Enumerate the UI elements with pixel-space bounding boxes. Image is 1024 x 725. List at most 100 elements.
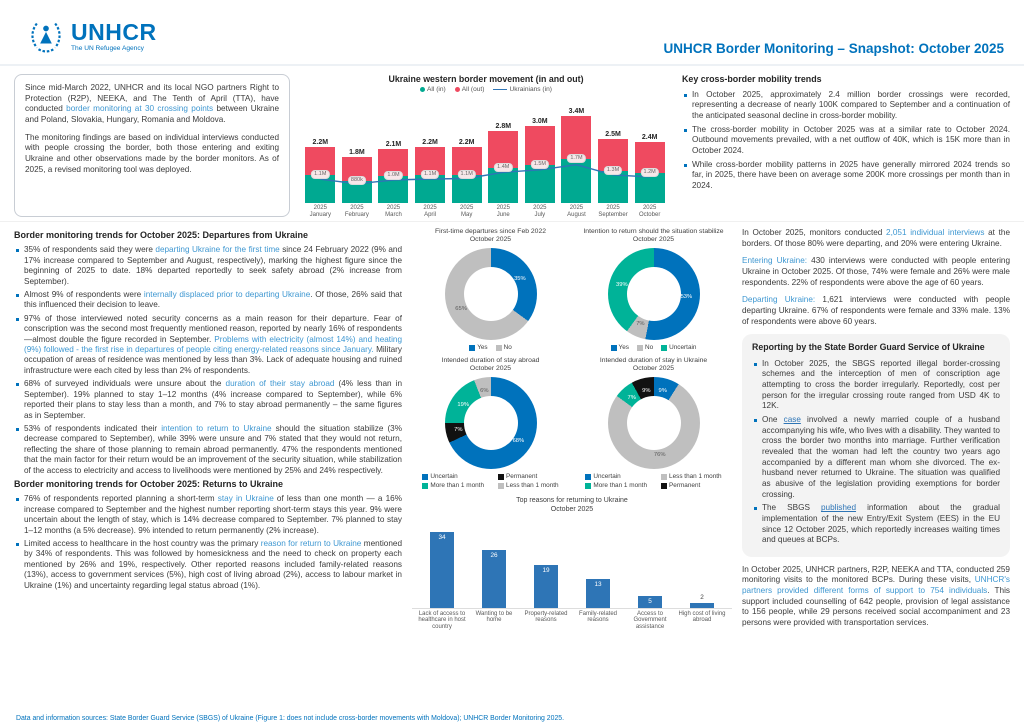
- inline-link[interactable]: duration of their stay abroad: [225, 379, 335, 389]
- slice-value-label: 76%: [653, 452, 666, 459]
- inline-link[interactable]: reason for return to Ukraine: [260, 539, 362, 548]
- total-value-label: 3.0M: [532, 118, 548, 126]
- legend-swatch-icon: [422, 473, 429, 480]
- stacked-bar: 1.5M: [524, 126, 555, 203]
- interviews-paragraph: Departing Ukraine: 1,621 interviews were…: [742, 295, 1010, 327]
- chart-column: 2.2M 1.1M 2025 April: [412, 95, 449, 221]
- stacked-bar: 1.0M: [378, 149, 409, 203]
- total-value-label: 2.5M: [605, 131, 621, 139]
- inline-link[interactable]: intention to return to Ukraine: [161, 423, 272, 433]
- bar-value-label: 2: [700, 594, 704, 602]
- bar-in-segment: [341, 180, 372, 203]
- inline-link[interactable]: border monitoring at 30 crossing points: [66, 104, 214, 114]
- x-axis-label: 2025 October: [638, 205, 661, 218]
- legend-swatch-icon: [661, 482, 668, 489]
- text-run: Limited access to healthcare in the host…: [24, 539, 261, 548]
- bar-in-segment: [488, 167, 519, 203]
- chart-legend: Uncertain Permanent More than 1 month Less …: [422, 473, 559, 489]
- legend-item: More than 1 month: [585, 482, 647, 489]
- text-run: (4% less than in September). 19% planned…: [24, 379, 402, 420]
- intro-box: Since mid-March 2022, UNHCR and its loca…: [14, 74, 290, 217]
- donut-ring: 53% 7% 39%: [607, 248, 700, 340]
- legend-label: Less than 1 month: [506, 482, 559, 489]
- inline-link[interactable]: 2,051 individual interviews: [886, 228, 985, 237]
- x-axis-label: 2025 February: [344, 205, 369, 218]
- slice-value-label: 9%: [658, 388, 667, 395]
- inline-link[interactable]: stay in Ukraine: [217, 494, 274, 504]
- legend-label: More than 1 month: [593, 482, 648, 489]
- slice-value-label: 19%: [457, 401, 469, 408]
- donut-chart: Intended duration of stay in Ukraine Octo…: [575, 357, 732, 489]
- text-run: The cross-border mobility in October 202…: [692, 124, 1010, 155]
- logo-text: UNHCR The UN Refugee Agency: [71, 18, 157, 52]
- unhcr-logo: UNHCR The UN Refugee Agency: [26, 16, 157, 56]
- text-run: of less than one month — a 16% increase …: [24, 494, 402, 535]
- logo-tagline: The UN Refugee Agency: [71, 44, 144, 52]
- bullet-item: While cross-border mobility patterns in …: [682, 160, 1010, 192]
- bar-out-segment: [561, 116, 592, 160]
- in-value-label: 1.3M: [603, 165, 623, 175]
- text-run: involved a newly married couple of a hus…: [762, 414, 1000, 499]
- chart-title-line: Top reasons for returning to Ukraine: [516, 497, 628, 504]
- chart-column: 13: [572, 578, 624, 608]
- bar-in-segment: [561, 159, 592, 203]
- text-run: 1,621 interviews were conducted with peo…: [742, 295, 1010, 326]
- bullet-item: 53% of respondents indicated their inten…: [14, 424, 402, 476]
- bullet-item: 76% of respondents reported planning a s…: [14, 494, 402, 536]
- legend-label: Yes: [618, 344, 629, 351]
- page-title: UNHCR Border Monitoring – Snapshot: Octo…: [663, 41, 1004, 56]
- text-run: 53% of respondents indicated their: [24, 423, 162, 433]
- returns-list: 76% of respondents reported planning a s…: [14, 494, 402, 591]
- donut-chart: First-time departures since Feb 2022 Octo…: [412, 228, 569, 351]
- legend-swatch-icon: [661, 344, 668, 351]
- in-value-label: 1.1M: [420, 170, 440, 180]
- chart-column: 2.8M 1.4M 2025 June: [485, 95, 522, 221]
- emphasis-text: Departing Ukraine:: [742, 295, 816, 305]
- bullet-item: 68% of surveyed individuals were unsure …: [14, 379, 402, 421]
- text-run: The monitoring findings are based on ind…: [25, 132, 279, 174]
- value-bar: 34: [430, 531, 454, 608]
- chart-column: 19: [520, 565, 572, 608]
- logo-wordmark: UNHCR: [71, 18, 157, 45]
- inline-link[interactable]: Problems with electricity (almost 14%) a…: [24, 334, 402, 355]
- return-reasons-chart: Top reasons for returning to Ukraine Oct…: [412, 497, 732, 631]
- value-bar: 5: [638, 596, 662, 608]
- value-bar: 26: [482, 549, 506, 608]
- legend-item: Uncertain: [661, 344, 696, 351]
- chart-column: 2.1M 1.0M 2025 March: [375, 95, 412, 221]
- x-axis-label: 2025 April: [423, 205, 437, 218]
- text-run: In October 2025, UNHCR partners, R2P, NE…: [742, 564, 1010, 585]
- bullet-item: Limited access to healthcare in the host…: [14, 539, 402, 591]
- total-value-label: 1.8M: [349, 149, 365, 156]
- inline-link[interactable]: published: [820, 503, 857, 513]
- legend-item: Permanent: [498, 473, 559, 480]
- text-run: Almost 9% of respondents were: [24, 290, 144, 300]
- stacked-bar: 1.1M: [305, 146, 336, 203]
- legend-item: All (in): [420, 86, 446, 93]
- inline-link[interactable]: internally displaced prior to departing …: [143, 290, 311, 300]
- slice-value-label: 7%: [627, 395, 636, 402]
- x-axis-label: 2025 March: [385, 205, 402, 218]
- donut-chart: Intended duration of stay abroad October …: [412, 357, 569, 489]
- text-run: In October 2025, monitors conducted: [742, 228, 887, 237]
- inline-link[interactable]: case: [783, 414, 801, 424]
- total-value-label: 2.2M: [312, 138, 329, 146]
- inline-link[interactable]: UNHCR's partners provided different form…: [742, 575, 1010, 596]
- inline-link[interactable]: departing Ukraine for the first time: [155, 245, 280, 255]
- in-value-label: 1.1M: [457, 169, 476, 179]
- slice-value-label: 68%: [512, 437, 525, 444]
- in-value-label: 880k: [347, 175, 366, 185]
- stacked-bar: 1.4M: [488, 131, 519, 203]
- chart-legend: All (in) All (out) Ukrainians (in): [300, 86, 672, 93]
- legend-swatch-icon: [469, 344, 476, 351]
- legend-item: Uncertain: [585, 473, 647, 480]
- text-run: between Ukraine and Poland, Slovakia, Hu…: [25, 104, 280, 124]
- section-heading: Border monitoring trends for October 202…: [14, 478, 284, 489]
- legend-label: No: [503, 344, 512, 351]
- legend-item: Permanent: [661, 482, 722, 489]
- x-axis-label: Property-related reasons: [524, 610, 568, 624]
- sbgs-list: In October 2025, the SBGS reported illeg…: [752, 359, 1000, 546]
- chart-column: 34: [416, 531, 468, 608]
- legend-swatch-icon: [498, 473, 505, 480]
- text-run: mentioned by 34% of respondents. This wa…: [24, 539, 402, 590]
